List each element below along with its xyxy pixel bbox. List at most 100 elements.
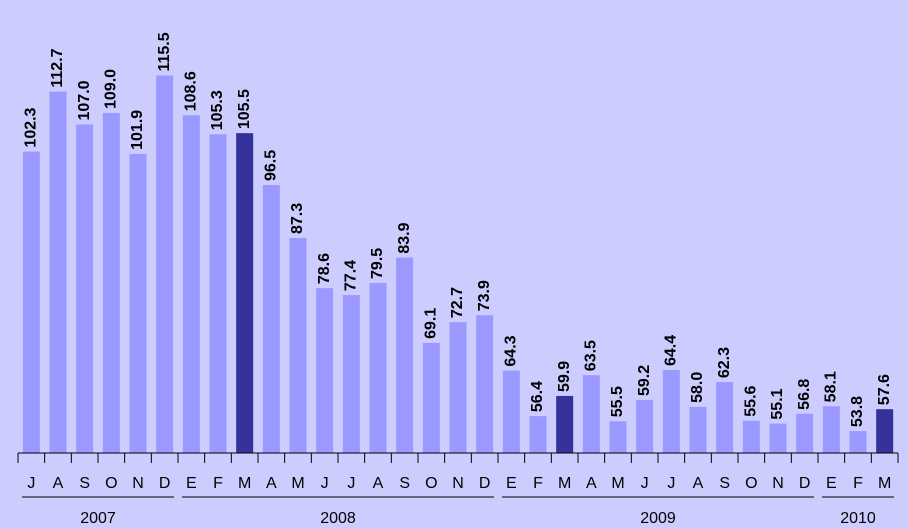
bar	[556, 395, 574, 453]
year-label: 2010	[840, 510, 876, 527]
bar	[289, 238, 307, 453]
bar	[449, 322, 467, 453]
value-label: 59.2	[636, 365, 653, 396]
x-tick-label: M	[291, 475, 304, 492]
x-tick-label: M	[558, 475, 571, 492]
value-label: 109.0	[103, 69, 120, 109]
value-label: 102.3	[23, 107, 40, 147]
bar	[316, 288, 334, 453]
value-label: 112.7	[49, 48, 66, 87]
x-tick-label: M	[238, 475, 251, 492]
value-label: 57.6	[876, 374, 893, 405]
bar	[662, 370, 680, 453]
x-tick-label: F	[533, 475, 543, 492]
value-label: 101.9	[129, 110, 146, 150]
value-label: 64.4	[663, 335, 680, 366]
x-tick-label: M	[878, 475, 891, 492]
x-tick-label: J	[667, 475, 675, 492]
value-label: 79.5	[369, 248, 386, 279]
x-tick-label: E	[826, 475, 837, 492]
value-label: 105.5	[236, 89, 253, 129]
value-label: 108.6	[183, 71, 200, 111]
x-tick-label: S	[719, 475, 730, 492]
bar	[156, 75, 174, 453]
x-tick-label: D	[799, 475, 811, 492]
x-tick-label: F	[213, 475, 223, 492]
bar	[636, 399, 654, 453]
x-tick-label: A	[373, 475, 384, 492]
value-label: 58.0	[689, 372, 706, 403]
x-tick-label: N	[452, 475, 464, 492]
value-label: 55.1	[769, 388, 786, 419]
bar	[716, 382, 734, 453]
x-tick-label: A	[693, 475, 704, 492]
bar	[76, 124, 94, 453]
bar	[369, 282, 387, 453]
value-label: 87.3	[289, 203, 306, 234]
value-label: 56.8	[796, 379, 813, 410]
bar	[22, 151, 40, 453]
x-tick-label: F	[853, 475, 863, 492]
bar	[769, 423, 787, 453]
bar	[262, 185, 280, 453]
value-label: 96.5	[263, 150, 280, 181]
x-tick-label: O	[425, 475, 437, 492]
x-tick-label: J	[27, 475, 35, 492]
bar	[422, 342, 440, 453]
value-label: 115.5	[156, 32, 173, 71]
bar	[796, 413, 814, 453]
value-label: 55.6	[743, 385, 760, 416]
year-label: 2008	[320, 510, 356, 527]
value-label: 77.4	[343, 260, 360, 291]
x-tick-label: A	[53, 475, 64, 492]
x-tick-label: N	[132, 475, 144, 492]
x-tick-label: A	[266, 475, 277, 492]
bar	[849, 431, 867, 453]
bar	[49, 91, 67, 454]
x-tick-label: O	[745, 475, 757, 492]
value-label: 107.0	[76, 80, 93, 120]
value-label: 58.1	[823, 371, 840, 402]
value-label: 63.5	[583, 340, 600, 371]
bar	[502, 370, 520, 453]
bar	[182, 115, 200, 453]
x-tick-label: O	[105, 475, 117, 492]
x-tick-label: E	[186, 475, 197, 492]
x-tick-label: M	[611, 475, 624, 492]
x-tick-label: D	[159, 475, 171, 492]
bar	[236, 133, 254, 453]
bar	[689, 406, 707, 453]
value-label: 78.6	[316, 253, 333, 284]
value-label: 59.9	[556, 361, 573, 392]
x-tick-label: D	[479, 475, 491, 492]
bar	[129, 153, 147, 453]
x-tick-label: J	[641, 475, 649, 492]
bar	[342, 295, 360, 453]
value-label: 83.9	[396, 222, 413, 253]
x-tick-label: N	[772, 475, 784, 492]
value-label: 62.3	[716, 347, 733, 378]
x-tick-label: S	[79, 475, 90, 492]
year-label: 2007	[80, 510, 116, 527]
value-label: 69.1	[423, 308, 440, 339]
value-label: 53.8	[849, 396, 866, 427]
bar	[609, 421, 627, 453]
x-tick-label: J	[321, 475, 329, 492]
value-label: 72.7	[449, 287, 466, 318]
bar	[876, 409, 894, 453]
year-label: 2009	[640, 510, 676, 527]
bar	[529, 416, 547, 453]
bar	[822, 406, 840, 453]
bar	[742, 420, 760, 453]
value-label: 55.5	[609, 386, 626, 417]
value-label: 56.4	[529, 381, 546, 412]
x-tick-label: S	[399, 475, 410, 492]
bar	[476, 315, 494, 453]
bar	[209, 134, 227, 453]
value-label: 105.3	[209, 90, 226, 130]
x-tick-label: E	[506, 475, 517, 492]
value-label: 73.9	[476, 280, 493, 311]
x-tick-label: A	[586, 475, 597, 492]
bar	[396, 257, 414, 453]
